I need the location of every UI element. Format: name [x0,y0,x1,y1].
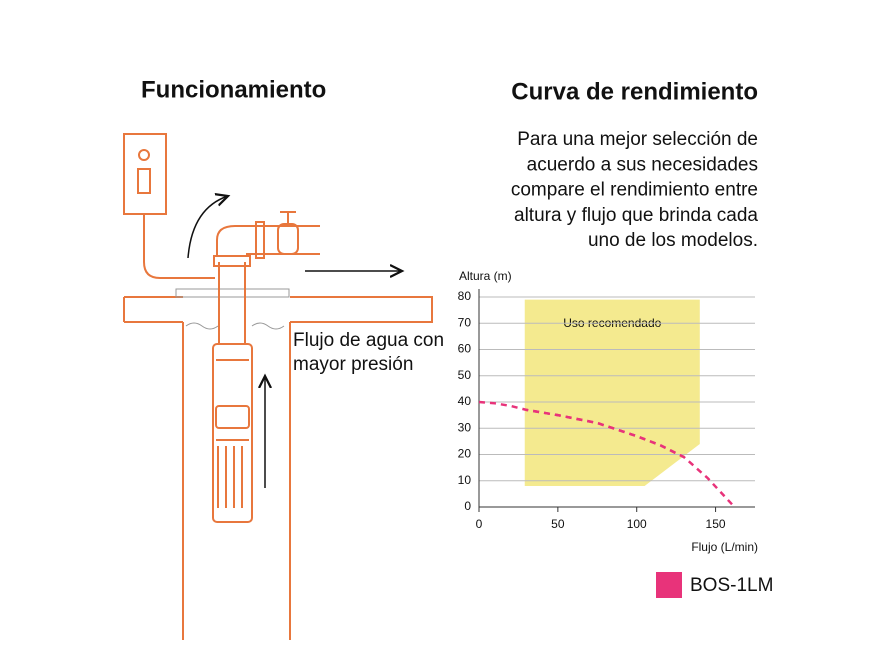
y-tick-label: 80 [458,289,472,303]
y-tick-label: 50 [458,368,472,382]
y-tick-label: 40 [458,394,472,408]
legend-label: BOS-1LM [690,575,773,596]
diagram-label: mayor presión [293,354,413,375]
description-line: acuerdo a sus necesidades [527,154,758,175]
y-tick-label: 20 [458,447,472,461]
x-tick-label: 150 [706,517,726,531]
right-title: Curva de rendimiento [511,78,758,105]
x-tick-label: 0 [476,517,483,531]
description-line: compare el rendimiento entre [511,180,758,201]
series-line [478,400,736,508]
description-line: uno de los modelos. [588,230,758,251]
recommended-zone [524,299,700,486]
diagram [123,133,433,640]
y-axis-label: Altura (m) [459,269,512,283]
x-tick-label: 50 [551,517,565,531]
left-title: Funcionamiento [141,76,326,103]
y-tick-label: 30 [458,420,472,434]
x-tick-label: 100 [627,517,647,531]
y-tick-label: 10 [458,473,472,487]
description-line: Para una mejor selección de [517,129,758,150]
description-line: altura y flujo que brinda cada [514,205,758,226]
x-axis-label: Flujo (L/min) [691,540,758,554]
diagram-label: Flujo de agua con [293,330,444,351]
y-tick-label: 0 [464,499,471,513]
y-tick-label: 70 [458,315,472,329]
legend-swatch [656,572,682,598]
y-tick-label: 60 [458,342,472,356]
